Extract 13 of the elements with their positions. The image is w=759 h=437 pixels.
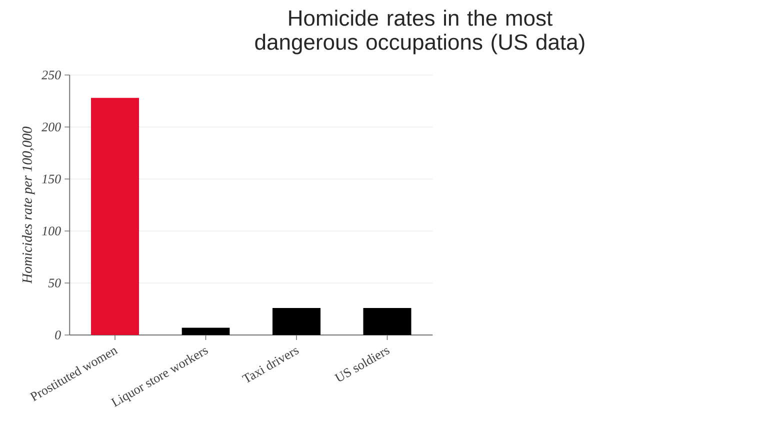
y-tick-label: 100: [42, 226, 61, 236]
bar: [363, 308, 412, 335]
y-tick-label: 50: [48, 278, 61, 288]
chart-title: Homicide rates in the most dangerous occupations (US data): [255, 10, 584, 54]
bar: [91, 98, 140, 335]
y-tick-label: 150: [42, 174, 61, 184]
bar: [182, 328, 230, 335]
y-tick-label: 200: [42, 122, 61, 132]
y-tick-label: 250: [42, 70, 61, 80]
y-tick-label: 0: [55, 330, 61, 340]
bar: [272, 308, 321, 335]
y-axis-title: Homicides rate per 100,000: [22, 126, 35, 284]
x-tick-label: Taxi drivers: [242, 348, 299, 383]
